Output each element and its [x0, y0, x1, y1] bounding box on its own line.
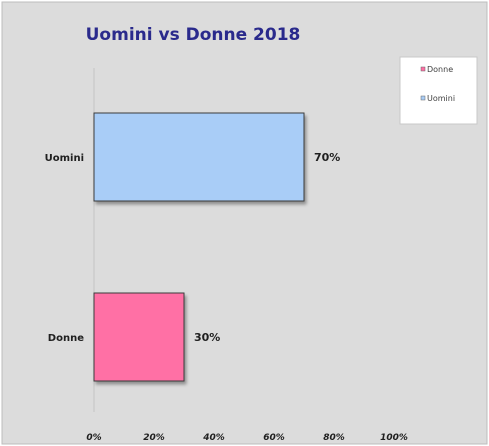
bars-group [93, 112, 305, 382]
data-labels: 70% 30% [194, 151, 340, 344]
legend: Donne Uomini [399, 56, 478, 125]
legend-box [399, 56, 478, 125]
x-tick-label: 0% [86, 433, 101, 443]
legend-label-uomini: Uomini [427, 94, 455, 103]
legend-label-donne: Donne [427, 65, 453, 74]
x-tick-label: 80% [323, 433, 345, 443]
x-tick-label: 20% [143, 433, 165, 443]
legend-swatch-donne [420, 66, 426, 72]
legend-entries: Donne Uomini [420, 65, 455, 103]
category-labels: Uomini Donne [45, 153, 85, 344]
bar-uomini [93, 112, 305, 202]
category-label-uomini: Uomini [45, 153, 84, 164]
data-label-uomini: 70% [314, 151, 340, 164]
data-label-donne: 30% [194, 331, 220, 344]
category-label-donne: Donne [48, 333, 84, 344]
x-tick-label: 100% [380, 433, 408, 443]
legend-swatch-uomini [420, 95, 426, 101]
x-axis-tick-labels: 0% 20% 40% 60% 80% 100% [86, 433, 408, 443]
x-tick-label: 60% [263, 433, 285, 443]
chart-title: Uomini vs Donne 2018 [86, 25, 301, 45]
x-tick-label: 40% [202, 433, 225, 443]
bar-donne [93, 292, 185, 382]
